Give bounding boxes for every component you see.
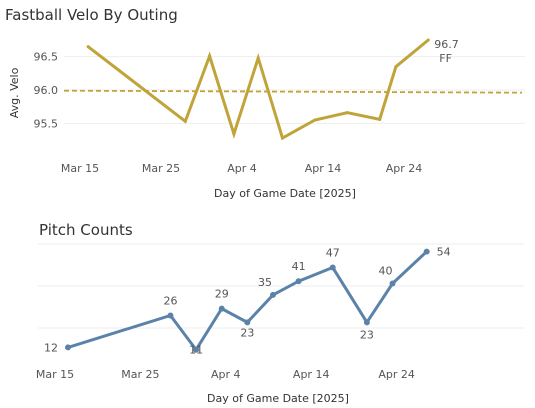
velo-y-tick-label: 96.5 — [34, 51, 59, 64]
velo-x-tick-label: Mar 25 — [142, 162, 180, 175]
pc-x-tick-label: Apr 24 — [378, 368, 415, 381]
pc-point — [65, 344, 71, 351]
velo-point — [345, 111, 349, 115]
pc-x-tick-label: Apr 4 — [211, 368, 241, 381]
pc-point — [363, 319, 370, 326]
pc-data-label: 11 — [189, 344, 203, 357]
pc-data-label: 29 — [215, 288, 229, 301]
pc-x-tick-label: Apr 14 — [293, 368, 330, 381]
velo-y-tick-label: 95.5 — [34, 117, 59, 130]
velo-point — [232, 132, 236, 136]
velo-point — [281, 136, 284, 140]
pc-data-label: 23 — [240, 326, 254, 339]
pc-point — [269, 291, 276, 298]
velo-point — [313, 118, 317, 122]
pc-point — [423, 248, 430, 255]
velo-point — [256, 56, 260, 60]
pc-point — [193, 346, 200, 353]
velo-chart-title: Fastball Velo By Outing — [5, 6, 178, 24]
velo-x-axis-title: Day of Game Date [2025] — [214, 187, 356, 200]
pc-point — [244, 319, 251, 326]
pc-data-label: 23 — [360, 328, 374, 341]
velo-x-tick-label: Apr 4 — [227, 162, 257, 175]
pc-data-label: 26 — [163, 294, 177, 307]
pc-data-label: 47 — [326, 247, 340, 260]
pc-point — [167, 312, 174, 319]
velo-y-axis-title: Avg. Velo — [8, 67, 21, 118]
velo-chart: 96.5 96.0 95.5 Mar 15 Mar 25 Apr 4 Apr 14 Apr 2… — [8, 38, 525, 200]
velo-point — [208, 54, 212, 58]
pc-point — [329, 264, 336, 271]
velo-x-tick-label: Apr 24 — [386, 162, 423, 175]
pc-x-tick-label: Mar 15 — [36, 368, 74, 381]
velo-end-pitch-label: FF — [439, 52, 452, 65]
pc-point — [389, 280, 396, 287]
velo-x-tick-label: Mar 15 — [61, 162, 99, 175]
pc-point — [295, 278, 302, 285]
pc-data-label: 40 — [379, 265, 393, 278]
pc-data-label: 35 — [258, 276, 272, 289]
velo-point — [378, 117, 382, 121]
pitch-count-chart-title: Pitch Counts — [39, 221, 133, 239]
velo-x-tick-label: Apr 14 — [305, 162, 342, 175]
pc-data-label: 54 — [437, 246, 451, 259]
velo-end-value-label: 96.7 — [434, 38, 459, 51]
pc-data-label: 12 — [44, 341, 58, 354]
velo-point — [426, 38, 430, 42]
velo-y-tick-label: 96.0 — [34, 84, 59, 97]
pc-x-tick-label: Mar 25 — [121, 368, 159, 381]
velo-point — [183, 119, 187, 123]
velo-trend-line — [63, 89, 523, 94]
pc-point — [218, 305, 225, 312]
velo-point — [86, 45, 90, 49]
pc-data-label: 41 — [292, 260, 306, 273]
pc-x-axis-title: Day of Game Date [2025] — [207, 392, 349, 405]
velo-point — [394, 65, 398, 69]
